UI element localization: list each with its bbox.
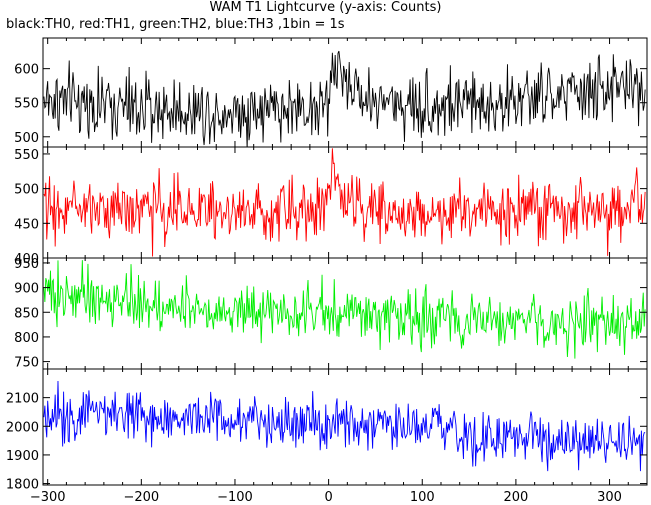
x-tick-label: 0 <box>324 490 332 505</box>
y-tick-label: 1800 <box>6 478 39 493</box>
x-tick-label: −100 <box>217 490 253 505</box>
x-tick-label: −200 <box>123 490 159 505</box>
series-line-TH1 <box>43 148 646 257</box>
x-tick-label: 300 <box>597 490 622 505</box>
y-tick-label: 500 <box>14 183 39 198</box>
x-tick-label: 200 <box>503 490 528 505</box>
y-tick-label: 850 <box>14 306 39 321</box>
y-tick-label: 450 <box>14 217 39 232</box>
chart-title: WAM T1 Lightcurve (y-axis: Counts) <box>209 0 442 15</box>
y-tick-label: 1900 <box>6 449 39 464</box>
y-tick-label: 600 <box>14 63 39 78</box>
panel-frame-TH3 <box>42 368 648 486</box>
chart-subtitle: black:TH0, red:TH1, green:TH2, blue:TH3 … <box>6 17 345 32</box>
x-tick-label: 100 <box>410 490 435 505</box>
y-tick-label: 550 <box>14 97 39 112</box>
y-tick-label: 950 <box>14 257 39 272</box>
y-tick-label: 500 <box>14 131 39 146</box>
y-tick-label: 900 <box>14 282 39 297</box>
y-tick-label: 400 <box>14 252 39 267</box>
y-tick-label: 750 <box>14 356 39 371</box>
y-tick-label: 2100 <box>6 392 39 407</box>
panel-frame-TH0 <box>42 37 648 148</box>
y-tick-label: 2000 <box>6 420 39 435</box>
series-line-TH3 <box>43 380 646 472</box>
series-line-TH0 <box>43 50 646 147</box>
y-tick-label: 550 <box>14 148 39 163</box>
x-tick-label: −300 <box>30 490 66 505</box>
y-tick-label: 800 <box>14 331 39 346</box>
series-line-TH2 <box>43 260 646 359</box>
